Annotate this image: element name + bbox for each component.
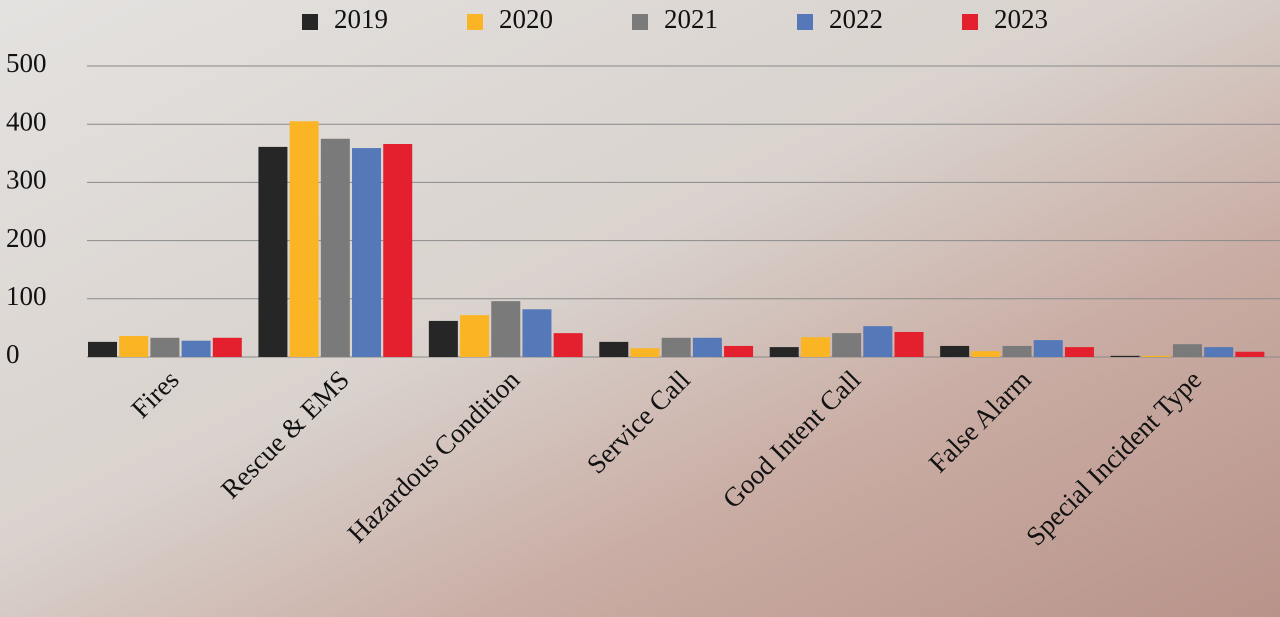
bar	[212, 337, 242, 357]
bar	[1235, 351, 1265, 357]
bar	[1002, 345, 1032, 357]
bar	[1110, 355, 1140, 357]
bar	[971, 351, 1001, 357]
bar	[491, 301, 521, 357]
bar	[289, 121, 319, 357]
bar	[1033, 340, 1063, 357]
legend-swatch	[467, 14, 483, 30]
y-tick-label: 300	[6, 165, 47, 195]
legend-label: 2019	[334, 4, 388, 34]
legend-label: 2020	[499, 4, 553, 34]
y-tick-label: 200	[6, 223, 47, 253]
bar	[630, 348, 660, 357]
bar	[522, 309, 552, 357]
bar	[940, 345, 970, 357]
legend-swatch	[632, 14, 648, 30]
bar	[832, 333, 862, 357]
bar	[863, 326, 893, 357]
bar	[800, 337, 830, 357]
bar	[1204, 347, 1234, 357]
bar	[181, 340, 211, 357]
bar	[428, 320, 458, 357]
bar	[150, 337, 180, 357]
bar	[1064, 347, 1094, 357]
y-tick-label: 500	[6, 48, 47, 78]
bar	[320, 138, 350, 357]
legend-label: 2021	[664, 4, 718, 34]
y-tick-label: 400	[6, 106, 47, 136]
legend-swatch	[962, 14, 978, 30]
bar	[383, 143, 413, 357]
bar	[1141, 355, 1171, 357]
bar	[894, 331, 924, 357]
legend-label: 2023	[994, 4, 1048, 34]
bar	[460, 315, 490, 357]
bar	[119, 336, 149, 357]
bar	[352, 148, 382, 357]
bar	[553, 333, 583, 357]
legend-swatch	[797, 14, 813, 30]
bar	[661, 337, 691, 357]
bar	[258, 146, 288, 357]
legend-swatch	[302, 14, 318, 30]
bar	[88, 341, 117, 357]
bar	[1172, 344, 1202, 357]
y-tick-label: 0	[6, 339, 20, 369]
legend-label: 2022	[829, 4, 883, 34]
bar	[769, 347, 799, 357]
bar	[692, 337, 722, 357]
bar	[599, 341, 629, 357]
y-tick-label: 100	[6, 281, 47, 311]
bar	[724, 345, 754, 357]
